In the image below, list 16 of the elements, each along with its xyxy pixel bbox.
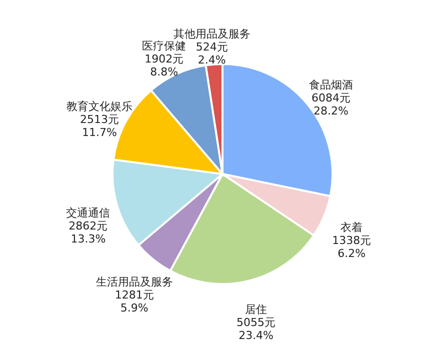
data-label: 1281元 5.9%	[114, 288, 154, 315]
slice-label: 其他用品及服务	[173, 27, 250, 40]
data-label: 1338元 6.2%	[332, 234, 372, 260]
slice-label: 生活用品及服务	[96, 276, 173, 289]
slice-label: 居住	[245, 302, 268, 316]
slice-label: 衣着	[340, 221, 363, 234]
data-label: 6084元 28.2%	[311, 92, 350, 118]
data-label: 2513元 11.7%	[80, 113, 119, 140]
slice-label: 食品烟酒	[308, 78, 353, 92]
data-label: 5055元 23.4%	[236, 316, 276, 342]
slice-label: 教育文化娱乐	[66, 100, 132, 114]
slice-label: 交通通信	[66, 206, 110, 220]
data-label: 524元 2.4%	[196, 40, 228, 66]
data-label: 2862元 13.3%	[68, 219, 108, 246]
slice-label: 医疗保健	[142, 40, 186, 53]
data-label: 1902元 8.8%	[144, 52, 184, 79]
